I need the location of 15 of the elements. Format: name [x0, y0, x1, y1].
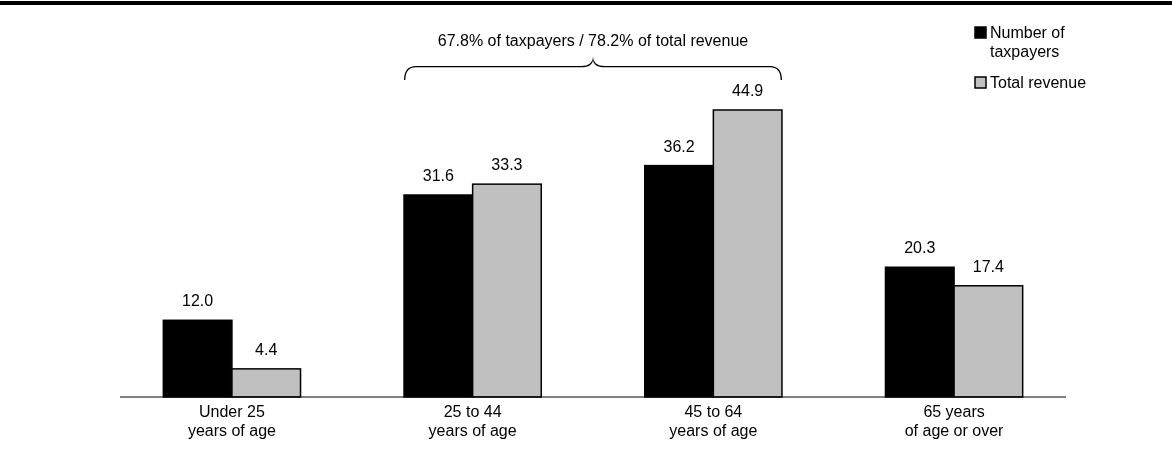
x-tick-label: 65 years of age or over	[904, 403, 1005, 439]
data-label: 4.4	[255, 340, 278, 358]
x-tick-label: 45 to 64 years of age	[669, 403, 758, 439]
data-label: 44.9	[732, 82, 764, 99]
x-tick-label: 25 to 44 years of age	[428, 403, 517, 439]
data-label: 33.3	[491, 156, 523, 174]
x-tick-label: Under 25 years of age	[187, 403, 277, 439]
text: 67.8% of taxpayers / 78.2% of total revenue	[437, 32, 749, 49]
data-label: 31.6	[422, 167, 455, 185]
data-label: 36.2	[663, 137, 695, 155]
legend-label: Total revenue	[990, 74, 1087, 91]
data-label: 12.0	[182, 292, 214, 310]
data-label: 17.4	[972, 257, 1005, 275]
legend-label: Number of taxpayers	[990, 24, 1066, 60]
data-label: 20.3	[904, 239, 936, 257]
